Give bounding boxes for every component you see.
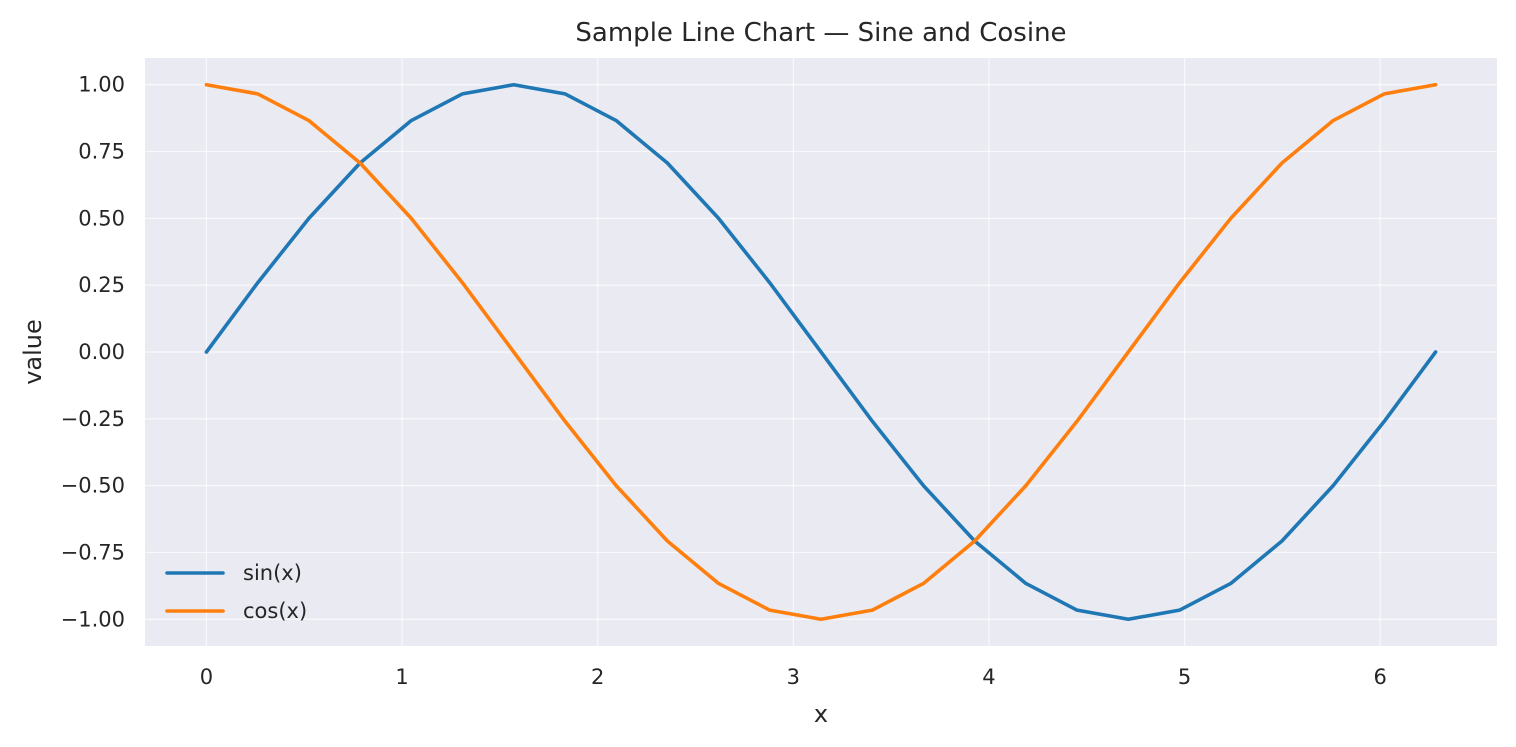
y-axis-title: value bbox=[19, 319, 47, 385]
series-line-sin bbox=[204, 82, 1438, 622]
x-tick-label: 5 bbox=[1178, 665, 1191, 689]
series-lines bbox=[204, 82, 1438, 622]
chart-title: Sample Line Chart — Sine and Cosine bbox=[575, 18, 1066, 48]
grid bbox=[145, 58, 1497, 646]
x-tick-label: 3 bbox=[787, 665, 800, 689]
legend: sin(x) cos(x) bbox=[165, 561, 307, 623]
y-tick-label: −0.50 bbox=[61, 474, 125, 498]
x-tick-label: 1 bbox=[395, 665, 408, 689]
series-line-cos bbox=[204, 82, 1438, 622]
y-tick-label: −0.75 bbox=[61, 540, 125, 564]
x-tick-label: 0 bbox=[200, 665, 213, 689]
x-tick-label: 4 bbox=[982, 665, 995, 689]
y-tick-label: 0.50 bbox=[78, 206, 125, 230]
y-tick-label: 1.00 bbox=[78, 73, 125, 97]
y-tick-label: −0.25 bbox=[61, 407, 125, 431]
y-tick-label: −1.00 bbox=[61, 607, 125, 631]
x-tick-label: 2 bbox=[591, 665, 604, 689]
y-tick-label: 0.00 bbox=[78, 340, 125, 364]
tick-labels: 0 1 2 3 4 5 6 1.00 0.75 0.50 0.25 0.00 −0.25 −0.50 −0.… bbox=[61, 73, 1387, 689]
y-tick-label: 0.75 bbox=[78, 140, 125, 164]
x-axis-title: x bbox=[814, 700, 828, 728]
legend-label: cos(x) bbox=[243, 599, 307, 623]
y-tick-label: 0.25 bbox=[78, 273, 125, 297]
legend-label: sin(x) bbox=[243, 561, 302, 585]
x-tick-label: 6 bbox=[1374, 665, 1387, 689]
